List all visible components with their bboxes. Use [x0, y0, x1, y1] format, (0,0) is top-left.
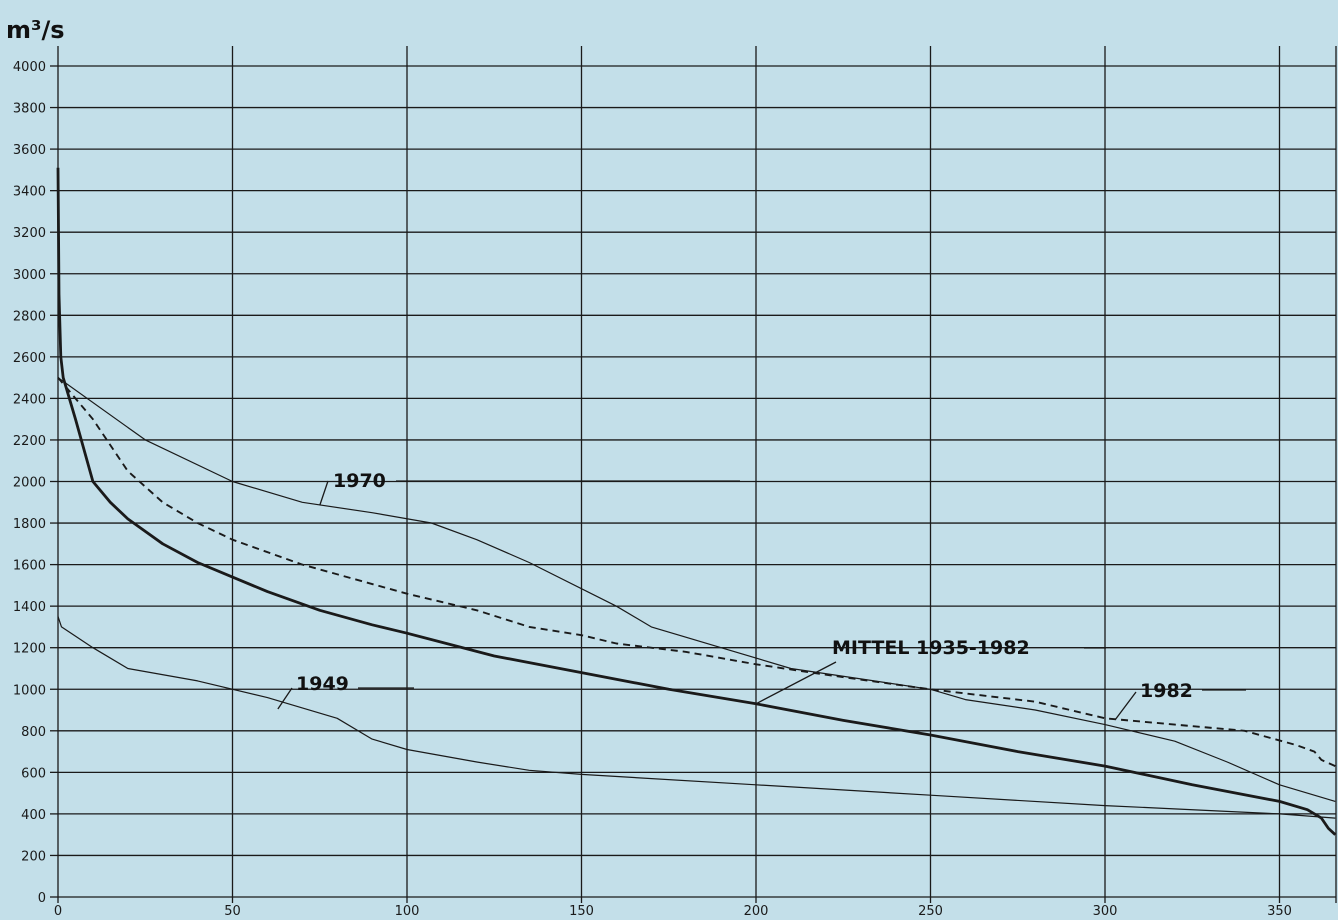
- x-tick-label: 0: [54, 904, 62, 919]
- y-tick-label: 2000: [13, 476, 46, 491]
- y-tick-label: 3200: [13, 226, 46, 241]
- x-tick-label: 100: [395, 904, 420, 919]
- x-tick-label: 200: [744, 904, 769, 919]
- y-tick-label: 200: [21, 849, 46, 864]
- y-tick-label: 3800: [13, 102, 46, 117]
- y-tick-label: 2600: [13, 351, 46, 366]
- y-tick-label: 1600: [13, 559, 46, 574]
- y-tick-label: 1200: [13, 642, 46, 657]
- y-tick-label: 4000: [13, 60, 46, 75]
- x-tick-label: 50: [224, 904, 241, 919]
- x-axis-ticks: 0 50 100 150 200 250 300 350: [54, 904, 1292, 919]
- y-tick-label: 600: [21, 766, 46, 781]
- series-line-1970: [57, 377, 1336, 802]
- y-tick-label: 3000: [13, 268, 46, 283]
- y-tick-label: 3600: [13, 143, 46, 158]
- series-line-mittel: [56, 167, 1337, 836]
- leader-mittel: [755, 661, 837, 705]
- x-tick-label: 350: [1267, 904, 1292, 919]
- leader-1970: [319, 480, 329, 506]
- y-tick-label: 2400: [13, 392, 46, 407]
- y-tick-label: 800: [21, 725, 46, 740]
- y-tick-label: 1000: [13, 683, 46, 698]
- series-line-1982: [57, 376, 1336, 767]
- annotation-leaders: [277, 480, 1246, 720]
- leader-1949: [277, 687, 293, 710]
- annotation-1949: 1949: [296, 673, 349, 695]
- annotation-1982: 1982: [1140, 680, 1193, 702]
- grid: [57, 46, 1337, 903]
- x-tick-label: 300: [1093, 904, 1118, 919]
- series-line-1949: [57, 616, 1336, 819]
- y-tick-label: 0: [38, 891, 46, 906]
- x-tick-label: 250: [918, 904, 943, 919]
- y-tick-label: 1800: [13, 517, 46, 532]
- x-tick-label: 150: [569, 904, 594, 919]
- series-lines: [56, 167, 1337, 836]
- annotation-1970: 1970: [333, 470, 386, 492]
- y-tick-label: 400: [21, 808, 46, 823]
- y-axis-ticks: 0 200 400 600 800 1000 1200 1400 1600 1800 2000 220…: [13, 60, 58, 906]
- y-tick-label: 1400: [13, 600, 46, 615]
- leader-1982: [1114, 691, 1137, 720]
- y-tick-label: 2200: [13, 434, 46, 449]
- y-tick-label: 2800: [13, 309, 46, 324]
- y-tick-label: 3400: [13, 185, 46, 200]
- y-axis-unit: m³/s: [6, 16, 65, 44]
- annotation-mittel: MITTEL 1935-1982: [832, 637, 1030, 659]
